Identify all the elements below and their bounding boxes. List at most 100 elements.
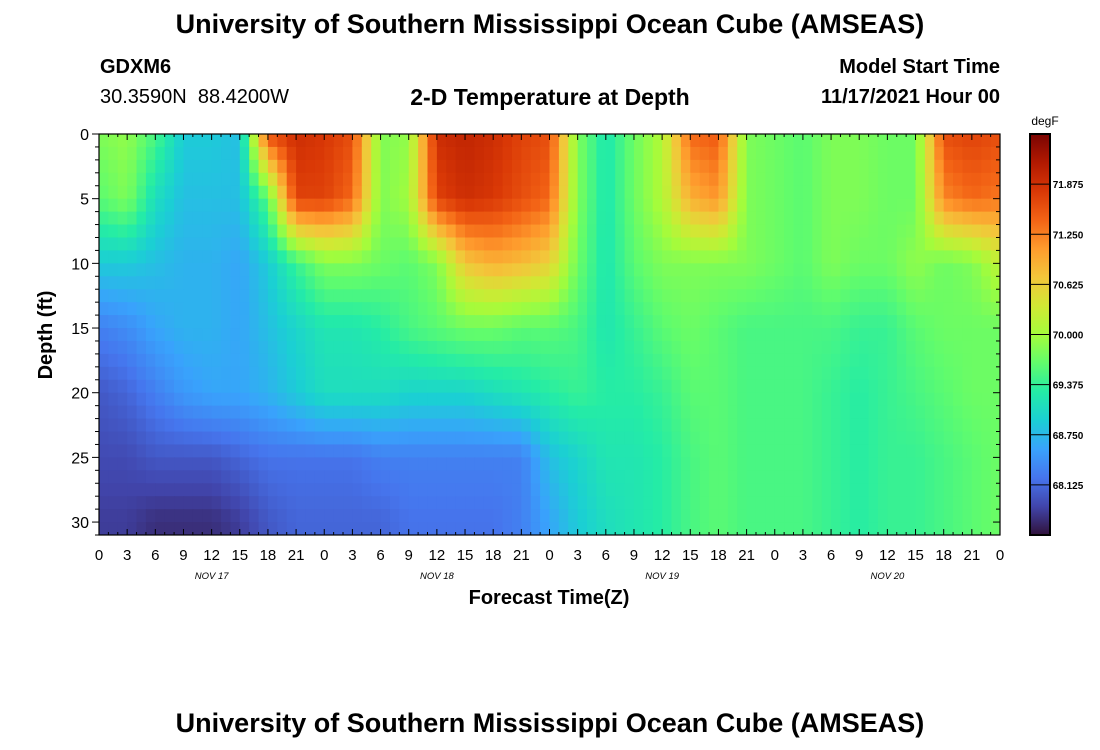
heatmap-cell: [474, 418, 485, 433]
heatmap-cell: [389, 431, 400, 446]
heatmap-cell: [230, 263, 241, 277]
heatmap-cell: [727, 405, 738, 420]
heatmap-cell: [981, 134, 992, 148]
heatmap-cell: [784, 328, 795, 342]
heatmap-cell: [962, 418, 973, 433]
heatmap-cell: [690, 237, 701, 252]
heatmap-cell: [427, 431, 438, 446]
heatmap-cell: [934, 340, 945, 355]
heatmap-cell: [183, 353, 194, 368]
heatmap-cell: [727, 302, 738, 316]
heatmap-cell: [361, 366, 372, 381]
heatmap-cell: [380, 470, 391, 484]
heatmap-cell: [127, 457, 138, 471]
heatmap-cell: [793, 134, 804, 148]
heatmap-cell: [418, 185, 429, 200]
heatmap-cell: [596, 224, 607, 239]
heatmap-cell: [314, 444, 325, 458]
heatmap-cell: [981, 379, 992, 394]
heatmap-cell: [633, 405, 644, 420]
heatmap-cell: [286, 224, 297, 239]
heatmap-cell: [352, 276, 363, 290]
heatmap-cell: [924, 392, 935, 407]
heatmap-cell: [530, 444, 541, 458]
heatmap-cell: [211, 366, 222, 381]
heatmap-cell: [305, 483, 316, 497]
heatmap-cell: [718, 509, 729, 523]
heatmap-cell: [202, 470, 213, 484]
heatmap-cell: [145, 444, 156, 458]
heatmap-cell: [671, 444, 682, 458]
heatmap-cell: [727, 224, 738, 239]
heatmap-cell: [145, 483, 156, 497]
heatmap-cell: [971, 146, 982, 161]
heatmap-cell: [831, 444, 842, 458]
heatmap-cell: [427, 289, 438, 303]
heatmap-cell: [953, 457, 964, 471]
heatmap-cell: [399, 444, 410, 458]
heatmap-cell: [727, 353, 738, 368]
heatmap-cell: [793, 302, 804, 316]
heatmap-cell: [765, 340, 776, 355]
heatmap-cell: [690, 276, 701, 290]
heatmap-cell: [164, 172, 175, 187]
heatmap-cell: [399, 185, 410, 200]
heatmap-cell: [981, 444, 992, 458]
heatmap-cell: [924, 276, 935, 290]
heatmap-cell: [174, 444, 185, 458]
heatmap-cell: [802, 470, 813, 484]
heatmap-cell: [633, 198, 644, 213]
heatmap-cell: [511, 340, 522, 355]
heatmap-cell: [296, 353, 307, 368]
heatmap-cell: [615, 263, 626, 277]
heatmap-cell: [934, 224, 945, 239]
heatmap-cell: [981, 457, 992, 471]
heatmap-cell: [465, 522, 476, 535]
heatmap-cell: [680, 509, 691, 523]
heatmap-cell: [127, 470, 138, 484]
heatmap-cell: [840, 509, 851, 523]
heatmap-cell: [258, 302, 269, 316]
heatmap-cell: [221, 276, 231, 290]
heatmap-cell: [671, 340, 682, 355]
heatmap-cell: [530, 146, 541, 161]
heatmap-cell: [136, 509, 147, 523]
heatmap-cell: [108, 483, 119, 497]
heatmap-cell: [615, 134, 626, 148]
heatmap-cell: [296, 224, 307, 239]
heatmap-cell: [483, 289, 494, 303]
heatmap-cell: [117, 198, 128, 213]
heatmap-cell: [249, 431, 260, 446]
y-tick-label: 20: [71, 386, 89, 403]
heatmap-cell: [568, 328, 579, 342]
heatmap-cell: [99, 159, 109, 174]
heatmap-cell: [558, 134, 569, 148]
heatmap-cell: [277, 185, 288, 200]
heatmap-cell: [164, 431, 175, 446]
heatmap-cell: [455, 379, 466, 394]
heatmap-cell: [540, 366, 551, 381]
heatmap-cell: [333, 224, 344, 239]
heatmap-cell: [831, 302, 842, 316]
heatmap-cell: [446, 405, 457, 420]
heatmap-cell: [587, 522, 598, 535]
heatmap-cell: [680, 496, 691, 510]
heatmap-cell: [924, 146, 935, 161]
heatmap-cell: [699, 483, 710, 497]
heatmap-cell: [840, 134, 851, 148]
heatmap-cell: [915, 457, 926, 471]
heatmap-cell: [202, 379, 213, 394]
heatmap-cell: [230, 289, 241, 303]
heatmap-cell: [249, 444, 260, 458]
heatmap-cell: [962, 405, 973, 420]
heatmap-cell: [990, 379, 1000, 394]
x-day-label: NOV 17: [195, 571, 230, 582]
heatmap-cell: [737, 198, 748, 213]
heatmap-cell: [587, 457, 598, 471]
heatmap-cell: [117, 159, 128, 174]
heatmap-cell: [389, 483, 400, 497]
heatmap-cell: [802, 483, 813, 497]
heatmap-cell: [155, 237, 166, 252]
heatmap-cell: [324, 418, 335, 433]
heatmap-cell: [286, 237, 297, 252]
